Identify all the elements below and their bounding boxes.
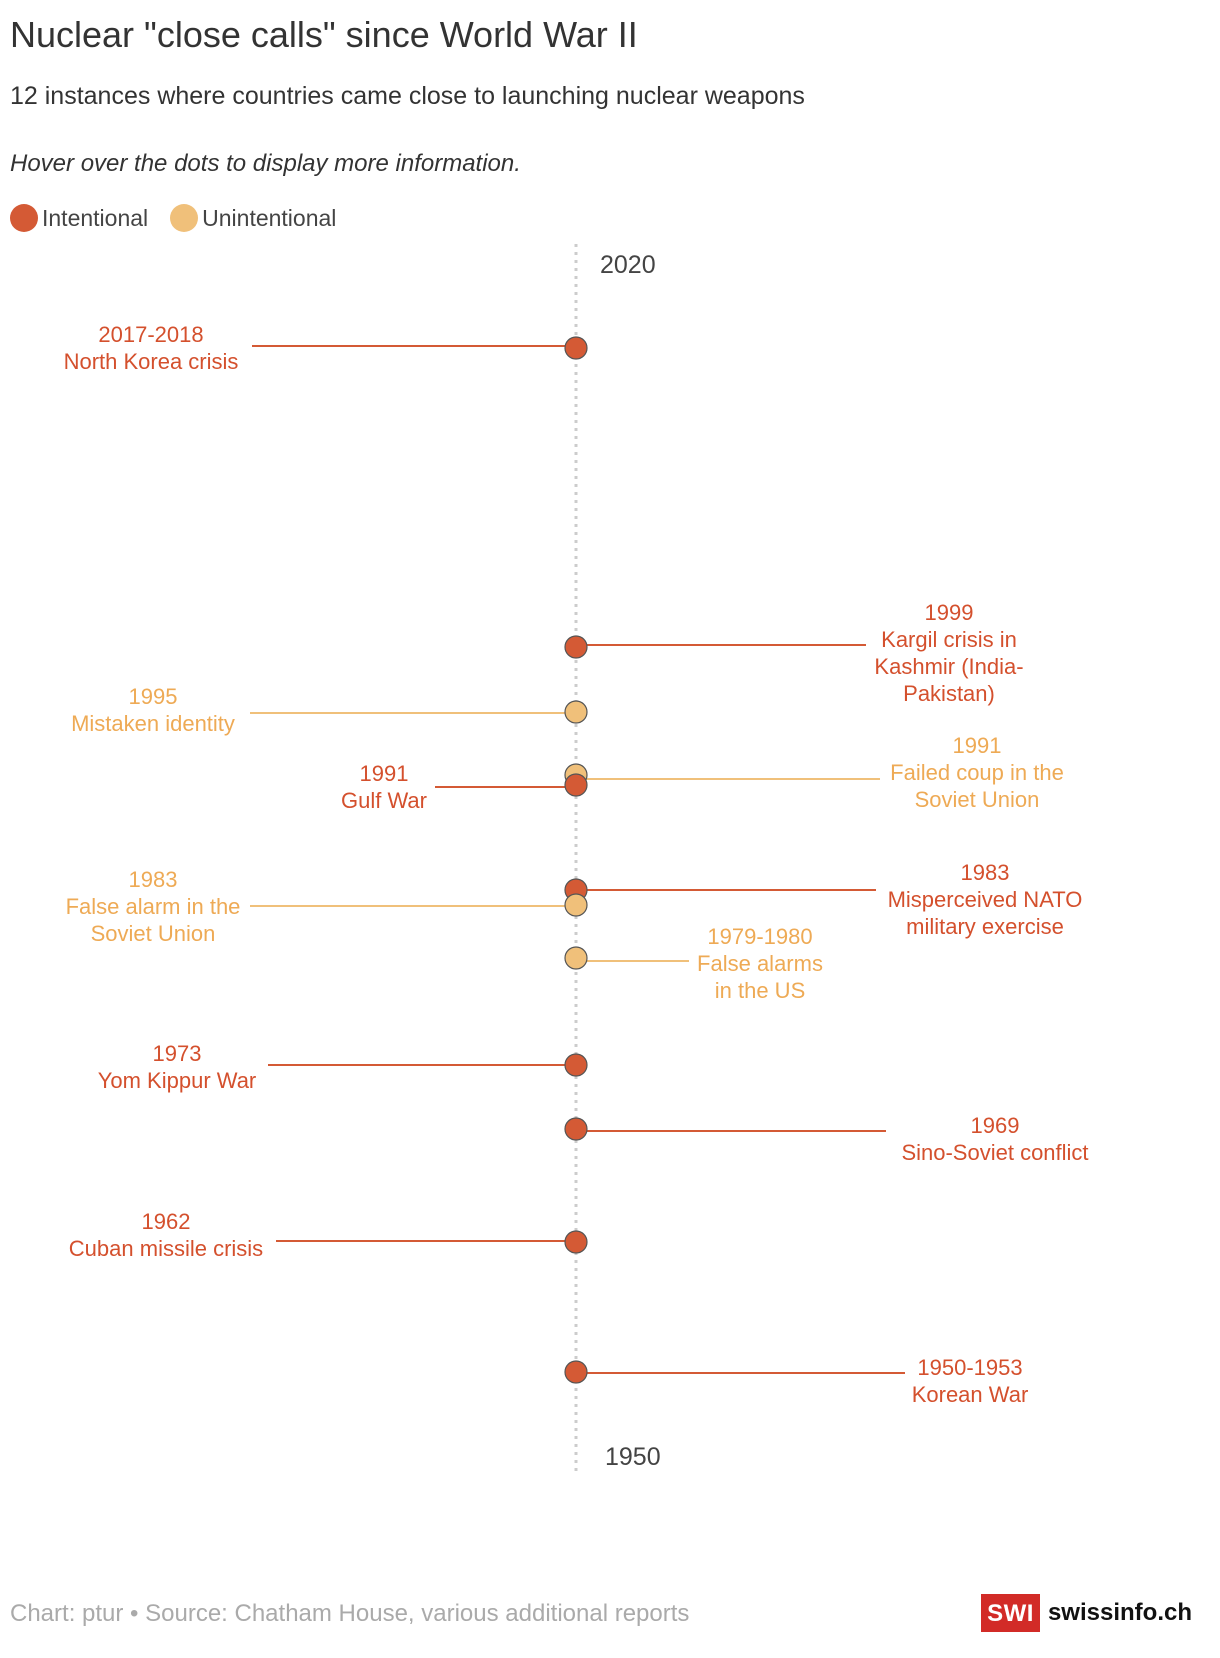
event-label-line: Mistaken identity (71, 711, 235, 736)
event-label: 2017-2018 North Korea crisis (64, 322, 239, 374)
event-dot[interactable] (564, 946, 588, 970)
event-dot[interactable] (564, 773, 588, 797)
intentional-swatch-icon (10, 204, 38, 232)
event-label-line: 1983 (129, 867, 178, 892)
event-label-line: 1983 (961, 860, 1010, 885)
legend-label-intentional: Intentional (42, 204, 149, 231)
event-label: 1991 Failed coup in the Soviet Union (890, 733, 1064, 812)
source-note: Chart: ptur • Source: Chatham House, var… (10, 1600, 690, 1627)
event-label-line: 1962 (142, 1209, 191, 1234)
event-label: 1950-1953 Korean War (912, 1355, 1029, 1407)
hover-note: Hover over the dots to display more info… (10, 150, 521, 177)
event-label-line: 2017-2018 (98, 322, 203, 347)
axis-label-bottom: 1950 (605, 1443, 661, 1471)
event-label-line: Sino-Soviet conflict (901, 1140, 1088, 1165)
event-label-line: Kargil crisis in (881, 627, 1017, 652)
event-dot[interactable] (564, 336, 588, 360)
event-dot[interactable] (564, 700, 588, 724)
event-label-line: Failed coup in the (890, 760, 1064, 785)
legend-item-unintentional: Unintentional (170, 204, 336, 232)
event-label-line: Misperceived NATO (888, 887, 1083, 912)
event-label: 1979-1980 False alarms in the US (697, 924, 823, 1003)
event-label: 1962 Cuban missile crisis (69, 1209, 263, 1261)
event-label-line: military exercise (906, 914, 1064, 939)
event-label-line: Yom Kippur War (98, 1068, 257, 1093)
event-label: 1973 Yom Kippur War (98, 1041, 257, 1093)
swissinfo-logo[interactable]: SWI swissinfo.ch (981, 1594, 1192, 1632)
event-dot[interactable] (564, 1053, 588, 1077)
event-label-line: Soviet Union (915, 787, 1040, 812)
event-label-line: Soviet Union (91, 921, 216, 946)
event-markers: 2017-2018 North Korea crisis 1999 Kargil cr… (64, 322, 1089, 1407)
event-label: 1995 Mistaken identity (71, 684, 235, 736)
event-dot[interactable] (564, 635, 588, 659)
event-dot[interactable] (564, 893, 588, 917)
event-label-line: 1991 (953, 733, 1002, 758)
event-label-line: Kashmir (India- (874, 654, 1023, 679)
event-dot[interactable] (564, 1230, 588, 1254)
event-label: 1999 Kargil crisis in Kashmir (India-Pakis… (874, 600, 1023, 706)
event-label-line: False alarms (697, 951, 823, 976)
timeline-chart: 2020 1950 2017-2018 North Korea crisis 199… (64, 244, 1089, 1476)
event-label-line: Cuban missile crisis (69, 1236, 263, 1261)
event-label-line: 1969 (971, 1113, 1020, 1138)
swi-logo-box: SWI (981, 1594, 1040, 1632)
event-label-line: in the US (715, 978, 806, 1003)
event-label-line: North Korea crisis (64, 349, 239, 374)
chart-title: Nuclear "close calls" since World War II (10, 14, 638, 55)
event-label-line: Gulf War (341, 788, 427, 813)
event-label-line: 1995 (129, 684, 178, 709)
axis-label-top: 2020 (600, 251, 656, 279)
legend-label-unintentional: Unintentional (202, 204, 337, 231)
event-label: 1983 False alarm in the Soviet Union (66, 867, 241, 946)
event-dot[interactable] (564, 1117, 588, 1141)
event-label-line: 1950-1953 (917, 1355, 1022, 1380)
chart-subtitle: 12 instances where countries came close … (10, 82, 805, 110)
event-label: 1983 Misperceived NATO military exercise (888, 860, 1083, 939)
swissinfo-logo-text: swissinfo.ch (1047, 1599, 1192, 1626)
event-label-line: 1999 (925, 600, 974, 625)
event-label-line: Korean War (912, 1382, 1029, 1407)
event-dot[interactable] (564, 1360, 588, 1384)
event-label-line: 1973 (153, 1041, 202, 1066)
event-label-line: False alarm in the (66, 894, 241, 919)
event-label: 1991 Gulf War (341, 761, 427, 813)
legend-item-intentional: Intentional (10, 204, 148, 232)
unintentional-swatch-icon (170, 204, 199, 232)
event-label-line: 1991 (360, 761, 409, 786)
legend: Intentional Unintentional (10, 204, 358, 232)
event-label: 1969 Sino-Soviet conflict (901, 1113, 1088, 1165)
event-label-line: Pakistan) (903, 681, 995, 706)
event-label-line: 1979-1980 (707, 924, 812, 949)
